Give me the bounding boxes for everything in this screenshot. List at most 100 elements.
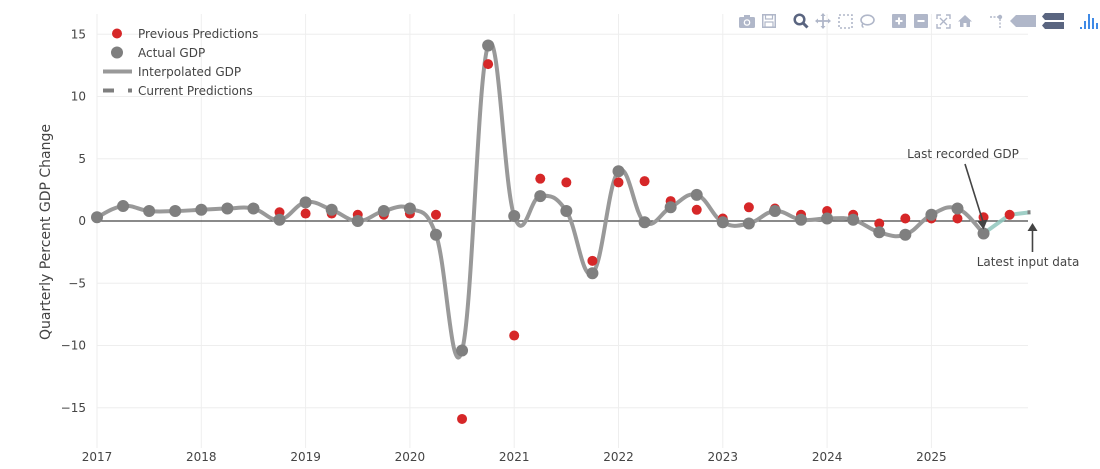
x-tick-label: 2024 — [812, 450, 843, 464]
x-tick-label: 2023 — [708, 450, 739, 464]
actual-gdp-point[interactable] — [925, 208, 938, 221]
actual-gdp-point[interactable] — [742, 217, 755, 230]
x-tick-label: 2025 — [916, 450, 947, 464]
y-axis-title: Quarterly Percent GDP Change — [38, 124, 54, 340]
actual-gdp-point[interactable] — [273, 213, 286, 226]
actual-gdp-point[interactable] — [456, 344, 469, 357]
hover-compare-icon[interactable] — [1038, 10, 1068, 32]
actual-gdp-point[interactable] — [795, 213, 808, 226]
plotly-logo-icon[interactable] — [1078, 10, 1100, 32]
legend-label: Interpolated GDP — [138, 64, 242, 79]
actual-gdp-point[interactable] — [847, 213, 860, 226]
actual-gdp-point[interactable] — [195, 203, 208, 216]
y-tick-label: −5 — [68, 276, 86, 290]
actual-gdp-point[interactable] — [534, 190, 547, 203]
previous-prediction-point[interactable] — [874, 218, 885, 229]
actual-gdp-point[interactable] — [91, 211, 103, 224]
previous-prediction-point[interactable] — [639, 176, 650, 187]
legend-label: Current Predictions — [138, 83, 253, 98]
box-select-icon[interactable] — [834, 10, 856, 32]
previous-prediction-point[interactable] — [587, 255, 598, 266]
previous-prediction-point[interactable] — [561, 177, 572, 188]
legend: Previous Predictions Actual GDP Interpol… — [100, 24, 258, 100]
previous-prediction-point[interactable] — [457, 413, 468, 424]
actual-gdp-point[interactable] — [247, 202, 260, 215]
previous-prediction-point[interactable] — [300, 208, 311, 219]
save-icon[interactable] — [758, 10, 780, 32]
actual-gdp-point[interactable] — [560, 205, 573, 218]
autoscale-icon[interactable] — [932, 10, 954, 32]
previous-prediction-point[interactable] — [535, 173, 546, 184]
gray-dot-icon — [100, 43, 134, 62]
legend-label: Previous Predictions — [138, 26, 259, 41]
actual-gdp-point[interactable] — [508, 210, 521, 223]
actual-gdp-point[interactable] — [143, 205, 156, 218]
x-tick-label: 2020 — [395, 450, 426, 464]
x-axis-ticks: 2017 2018 2019 2020 2021 2022 2023 2024 2025 — [82, 450, 947, 464]
previous-prediction-point[interactable] — [952, 213, 963, 224]
actual-gdp-point[interactable] — [169, 205, 182, 218]
y-axis-ticks: 15 10 5 0 −5 −10 −15 — [61, 27, 86, 415]
legend-item-current-predictions[interactable]: Current Predictions — [100, 81, 258, 100]
actual-gdp-point[interactable] — [716, 216, 729, 229]
x-tick-label: 2022 — [603, 450, 634, 464]
actual-gdp-point[interactable] — [403, 202, 416, 215]
y-tick-label: −15 — [61, 401, 86, 415]
actual-gdp-point[interactable] — [351, 215, 364, 227]
actual-gdp-point[interactable] — [664, 201, 677, 214]
lasso-select-icon[interactable] — [856, 10, 878, 32]
annotation-last-recorded-gdp: Last recorded GDP — [907, 147, 1019, 161]
previous-prediction-point[interactable] — [509, 330, 520, 341]
actual-gdp-point[interactable] — [690, 188, 703, 201]
legend-item-actual-gdp[interactable]: Actual GDP — [100, 43, 258, 62]
dashed-line-icon — [100, 81, 134, 100]
actual-gdp-point[interactable] — [377, 205, 390, 218]
actual-gdp-point[interactable] — [873, 226, 886, 239]
previous-prediction-point[interactable] — [1004, 209, 1015, 220]
actual-gdp-point[interactable] — [951, 202, 964, 215]
previous-prediction-point[interactable] — [691, 204, 702, 215]
actual-gdp-points[interactable] — [91, 39, 990, 357]
zoom-icon[interactable] — [790, 10, 812, 32]
y-tick-label: −10 — [61, 339, 86, 353]
previous-prediction-point[interactable] — [483, 59, 494, 70]
spike-lines-icon[interactable] — [986, 10, 1008, 32]
previous-prediction-point[interactable] — [743, 202, 754, 213]
previous-prediction-point[interactable] — [430, 209, 441, 220]
actual-gdp-point[interactable] — [586, 267, 599, 280]
reset-axes-icon[interactable] — [954, 10, 976, 32]
x-tick-label: 2017 — [82, 450, 113, 464]
x-tick-label: 2019 — [290, 450, 321, 464]
actual-gdp-point[interactable] — [821, 212, 834, 225]
actual-gdp-point[interactable] — [977, 227, 990, 240]
y-tick-label: 0 — [78, 214, 86, 228]
previous-prediction-point[interactable] — [900, 213, 911, 224]
y-tick-label: 15 — [71, 27, 86, 41]
actual-gdp-point[interactable] — [117, 200, 130, 213]
actual-gdp-point[interactable] — [482, 39, 495, 52]
legend-item-interpolated-gdp[interactable]: Interpolated GDP — [100, 62, 258, 81]
actual-gdp-point[interactable] — [299, 196, 312, 209]
hover-closest-icon[interactable] — [1008, 10, 1038, 32]
zoom-out-icon[interactable] — [910, 10, 932, 32]
zoom-in-icon[interactable] — [888, 10, 910, 32]
actual-gdp-point[interactable] — [325, 203, 338, 216]
actual-gdp-point[interactable] — [638, 216, 651, 229]
annotations: Last recorded GDP Latest input data — [907, 147, 1079, 269]
actual-gdp-point[interactable] — [612, 165, 625, 178]
pan-icon[interactable] — [812, 10, 834, 32]
previous-predictions-points[interactable] — [274, 59, 1015, 424]
previous-prediction-point[interactable] — [613, 177, 624, 188]
modebar — [736, 10, 1100, 32]
actual-gdp-point[interactable] — [768, 205, 781, 218]
y-tick-label: 10 — [71, 90, 86, 104]
x-tick-label: 2018 — [186, 450, 217, 464]
legend-item-previous-predictions[interactable]: Previous Predictions — [100, 24, 258, 43]
legend-label: Actual GDP — [138, 45, 206, 60]
actual-gdp-point[interactable] — [221, 202, 234, 215]
camera-icon[interactable] — [736, 10, 758, 32]
actual-gdp-point[interactable] — [899, 228, 912, 241]
actual-gdp-point[interactable] — [429, 228, 442, 241]
